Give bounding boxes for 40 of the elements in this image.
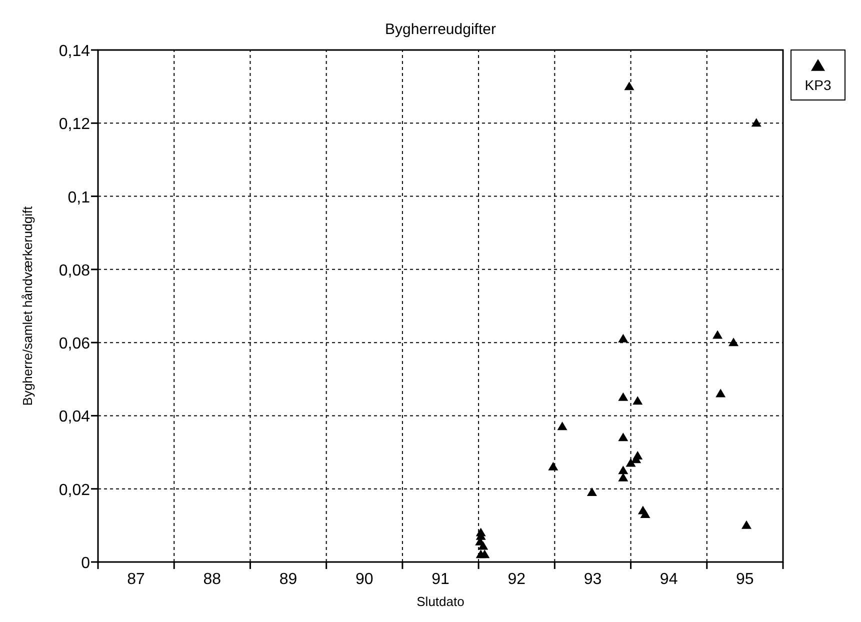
x-tick-label: 95 — [736, 571, 754, 588]
y-tick-label: 0,12 — [58, 116, 90, 134]
point — [624, 82, 634, 90]
point — [618, 334, 628, 342]
x-tick-label: 91 — [432, 571, 450, 588]
point — [586, 488, 597, 496]
point — [618, 472, 628, 482]
point — [632, 396, 643, 405]
x-tick-label: 89 — [279, 571, 298, 588]
x-tick-label: 87 — [127, 571, 146, 588]
point — [548, 462, 558, 470]
y-tick-label: 0 — [81, 555, 90, 572]
legend-label: KP3 — [804, 77, 832, 93]
y-tick-label: 0,04 — [58, 408, 90, 426]
point — [618, 392, 628, 401]
point — [751, 118, 762, 127]
point — [478, 541, 488, 550]
y-tick-label: 0,14 — [58, 43, 90, 60]
point — [712, 330, 723, 339]
y-axis-title: Bygherre/samlet håndværkerudgift — [20, 206, 35, 406]
point — [618, 466, 628, 474]
x-tick-label: 90 — [355, 571, 374, 588]
x-tick-label: 94 — [660, 571, 678, 588]
point — [741, 520, 752, 529]
point — [626, 458, 636, 467]
point — [728, 338, 739, 346]
x-axis-title: Slutdato — [416, 594, 464, 609]
x-tick-label: 88 — [203, 571, 222, 588]
y-tick-label: 0,06 — [58, 336, 90, 353]
x-tick-label: 92 — [508, 571, 526, 588]
x-tick-label: 93 — [584, 571, 602, 588]
point — [557, 422, 568, 430]
point — [480, 550, 490, 558]
point — [716, 388, 726, 398]
y-tick-label: 0,08 — [58, 262, 90, 280]
y-tick-label: 0,1 — [68, 189, 90, 206]
y-tick-label: 0,02 — [58, 482, 90, 499]
chart-title: Bygherreudgifter — [385, 21, 496, 38]
point — [618, 432, 628, 442]
point — [640, 509, 650, 518]
